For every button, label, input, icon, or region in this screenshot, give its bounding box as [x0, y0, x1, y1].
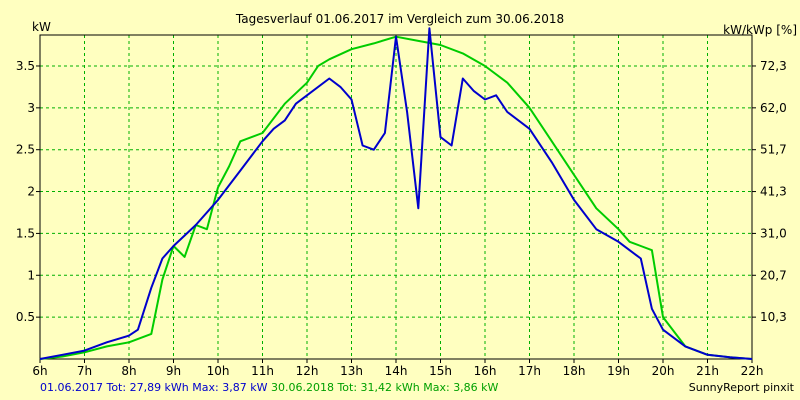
series-line-1	[39, 27, 753, 360]
x-tick-label: 14h	[385, 364, 408, 378]
x-tick-label: 10h	[207, 364, 230, 378]
x-tick-label: 6h	[32, 364, 47, 378]
x-tick-label: 8h	[121, 364, 136, 378]
y-tick-label-left: 0.5	[16, 310, 35, 324]
y-tick-label-right: 41,3	[760, 185, 787, 199]
footer-summary: 01.06.2017 Tot: 27,89 kWh Max: 3,87 kW 3…	[40, 381, 498, 394]
x-tick-label: 9h	[166, 364, 181, 378]
y-tick-label-right: 20,7	[760, 268, 787, 282]
y-tick-label-left: 2	[27, 185, 35, 199]
brand-label: SunnyReport pinxit	[688, 381, 794, 394]
y-tick-label-right: 31,0	[760, 226, 787, 240]
x-tick-label: 20h	[652, 364, 675, 378]
plot-frame	[39, 34, 753, 360]
series2-summary: 30.06.2018 Tot: 31,42 kWh Max: 3,86 kW	[270, 381, 499, 394]
x-tick-label: 13h	[340, 364, 363, 378]
x-tick-label: 21h	[696, 364, 719, 378]
y-tick-label-left: 1	[27, 268, 35, 282]
y-tick-label-right: 72,3	[760, 59, 787, 73]
series1-summary: 01.06.2017 Tot: 27,89 kWh Max: 3,87 kW	[40, 381, 268, 394]
y-axis-label-left: kW	[32, 20, 51, 34]
x-tick-label: 11h	[251, 364, 274, 378]
x-tick-label: 17h	[518, 364, 541, 378]
y-tick-label-left: 3.5	[16, 59, 35, 73]
y-tick-label-right: 10,3	[760, 310, 787, 324]
chart-title: Tagesverlauf 01.06.2017 im Vergleich zum…	[235, 12, 564, 26]
series-line-2	[39, 35, 753, 360]
y-tick-label-left: 2.5	[16, 143, 35, 157]
y-tick-label-right: 62,0	[760, 101, 787, 115]
x-tick-label: 22h	[741, 364, 764, 378]
grid	[40, 35, 752, 359]
x-tick-label: 15h	[429, 364, 452, 378]
y-tick-label-right: 51,7	[760, 143, 787, 157]
y-tick-label-left: 3	[27, 101, 35, 115]
y-axis-label-right: kW/kWp [%]	[723, 23, 797, 37]
x-tick-label: 16h	[474, 364, 497, 378]
x-tick-label: 19h	[607, 364, 630, 378]
x-tick-label: 12h	[296, 364, 319, 378]
x-tick-label: 18h	[563, 364, 586, 378]
x-tick-label: 7h	[77, 364, 92, 378]
y-tick-label-left: 1.5	[16, 226, 35, 240]
axes: 6h 7h 8h 9h 10h 11h 12h 13h 14h 15h 16h 17h 18h 19h 20…	[16, 34, 787, 378]
series-lines	[39, 27, 753, 360]
